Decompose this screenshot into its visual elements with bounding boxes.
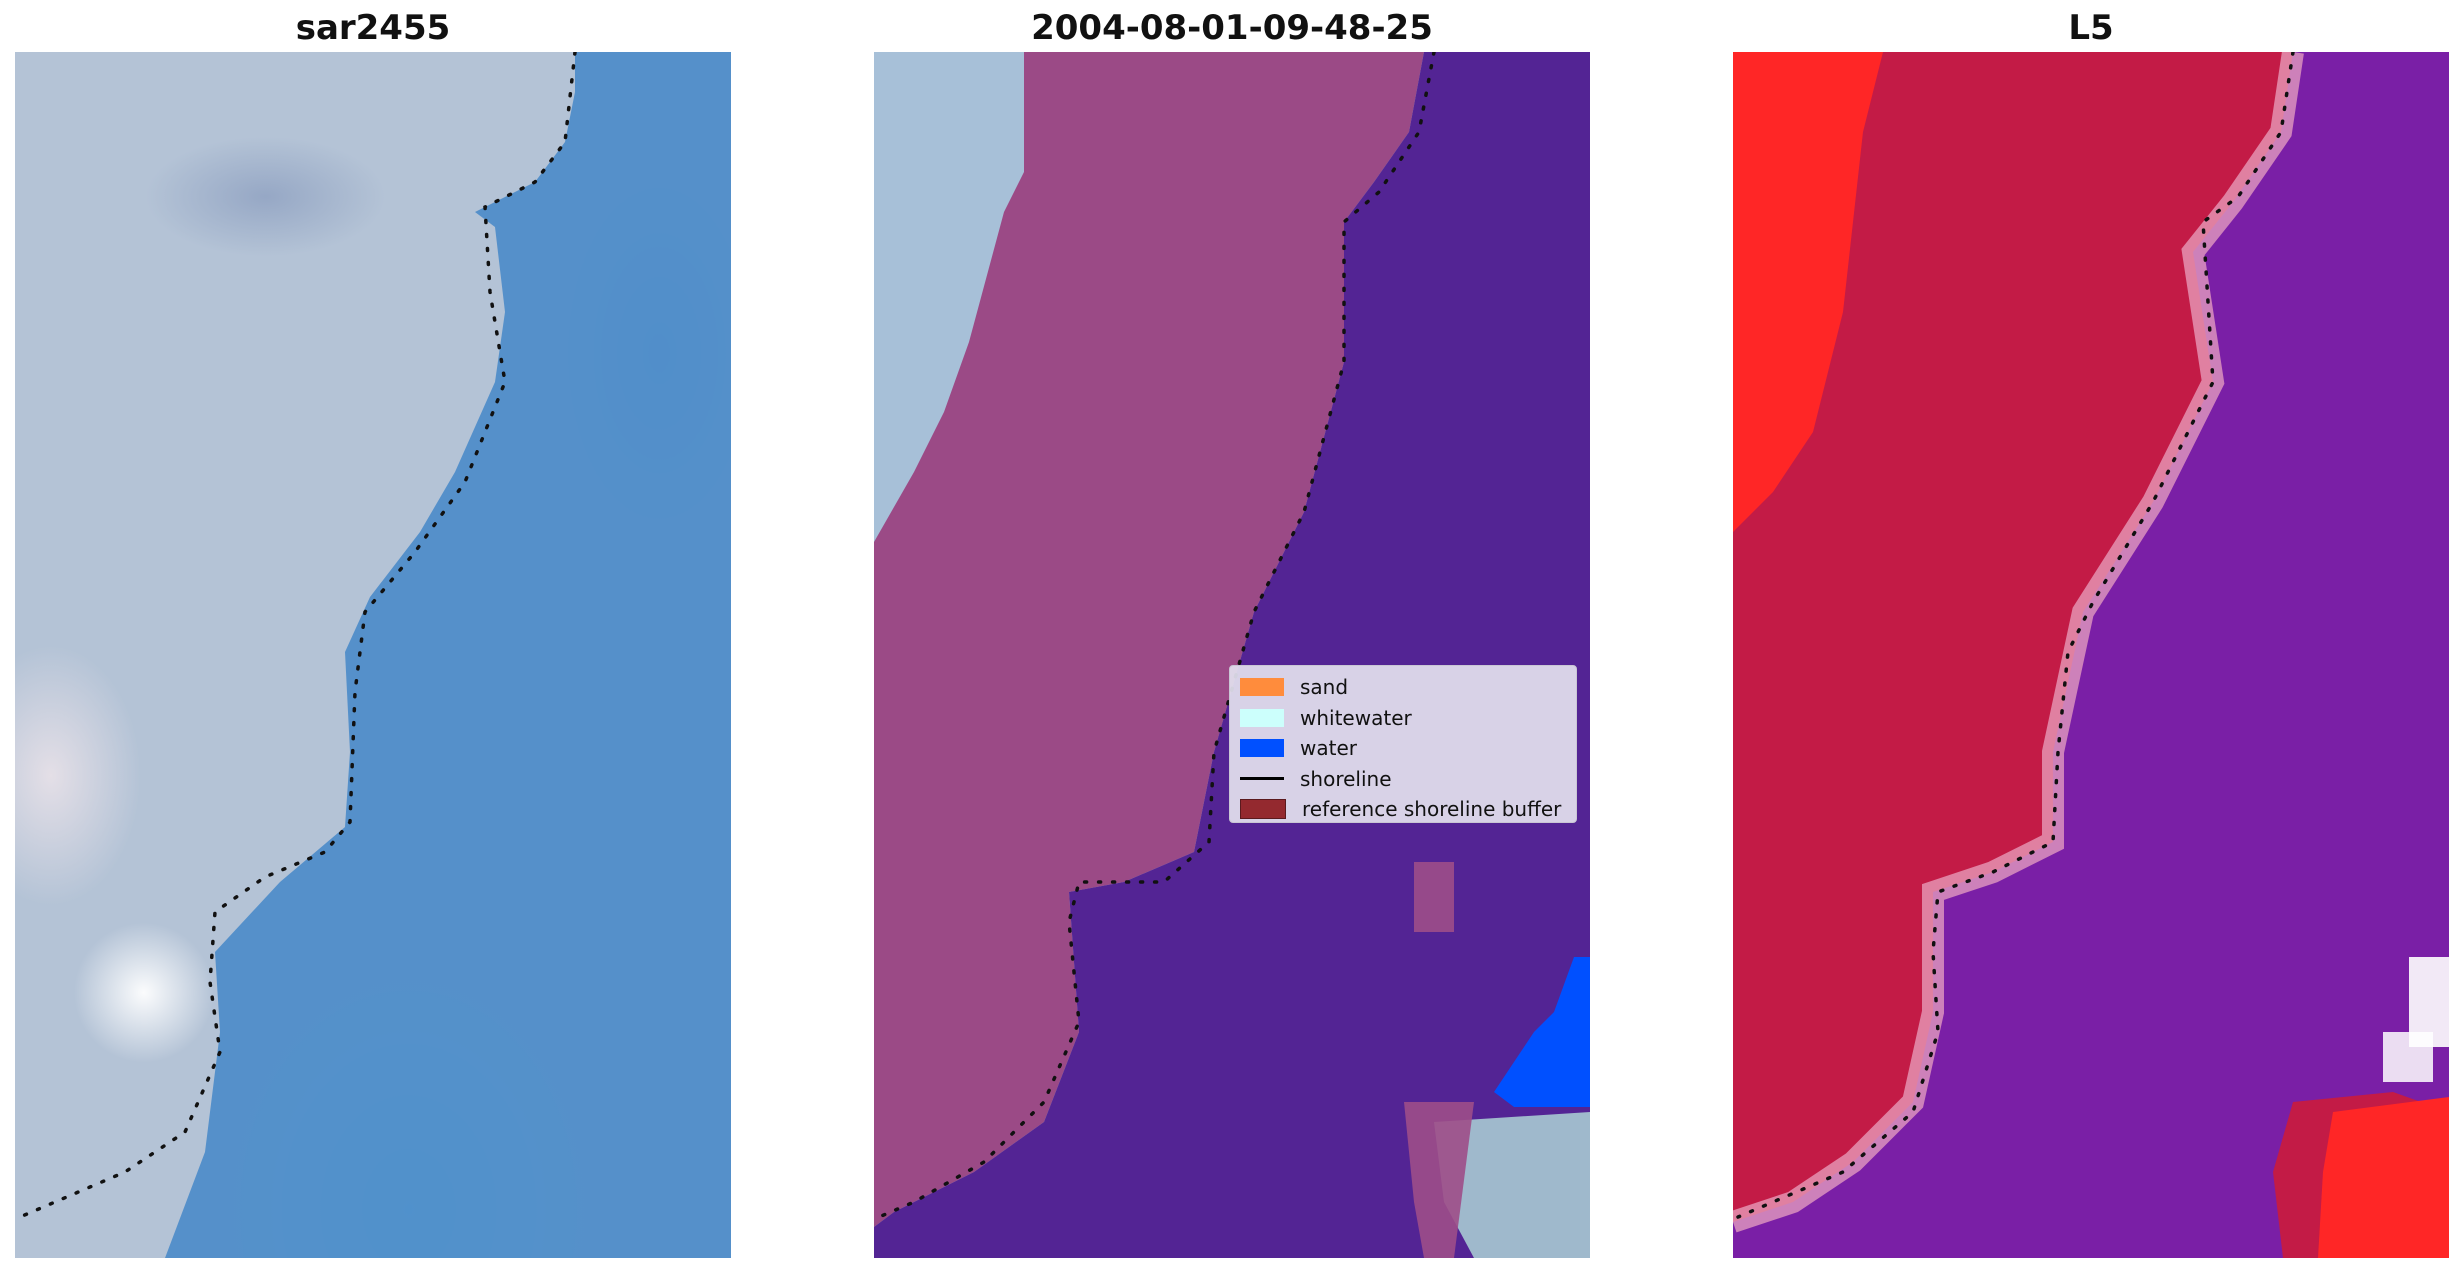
sar-image-panel bbox=[15, 52, 731, 1258]
legend-label: sand bbox=[1300, 675, 1349, 700]
l5-panel bbox=[1733, 52, 2449, 1258]
shoreline-line bbox=[18, 52, 577, 1219]
panel-title-l5: L5 bbox=[2068, 8, 2114, 48]
shoreline-line bbox=[1736, 52, 2295, 1219]
panel-title-date: 2004-08-01-09-48-25 bbox=[1031, 8, 1433, 48]
sand-swatch bbox=[1240, 678, 1284, 697]
legend-item-water: water bbox=[1240, 733, 1566, 764]
legend-label: reference shoreline buffer bbox=[1302, 797, 1562, 822]
classification-panel: sand whitewater water shoreline referenc… bbox=[874, 52, 1590, 1258]
shoreline-swatch bbox=[1240, 777, 1284, 781]
legend-label: water bbox=[1300, 736, 1357, 761]
legend-item-shoreline: shoreline bbox=[1240, 764, 1566, 795]
panel-title-sar: sar2455 bbox=[295, 8, 451, 48]
legend-item-buffer: reference shoreline buffer bbox=[1240, 794, 1566, 825]
water-swatch bbox=[1240, 739, 1284, 758]
legend-item-whitewater: whitewater bbox=[1240, 703, 1566, 734]
legend: sand whitewater water shoreline referenc… bbox=[1229, 665, 1577, 823]
legend-label: shoreline bbox=[1300, 766, 1392, 791]
whitewater-swatch bbox=[1240, 708, 1284, 727]
shoreline-line bbox=[877, 52, 1436, 1219]
l5-image bbox=[1733, 52, 2449, 1258]
classification-image bbox=[874, 52, 1590, 1258]
legend-label: whitewater bbox=[1300, 705, 1412, 730]
buffer-swatch bbox=[1240, 799, 1286, 820]
legend-item-sand: sand bbox=[1240, 672, 1566, 703]
sar-image bbox=[18, 52, 731, 1258]
